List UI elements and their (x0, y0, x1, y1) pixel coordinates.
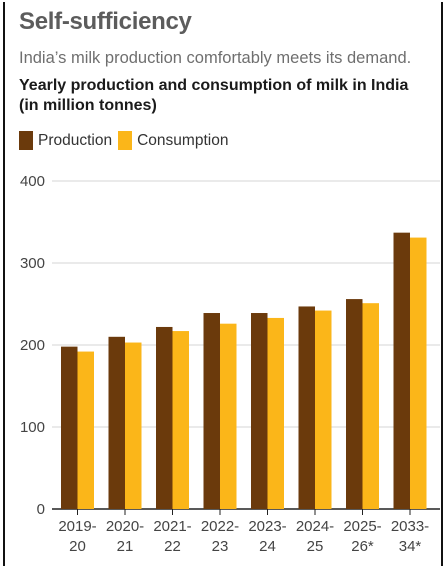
x-tick-label: 20 (69, 538, 86, 555)
x-tick-label: 25 (307, 538, 324, 555)
legend-swatch-production (19, 131, 33, 150)
y-tick-label: 100 (20, 419, 45, 436)
bar-consumption (220, 323, 237, 509)
y-tick-label: 0 (37, 501, 45, 518)
bar-production (156, 326, 173, 509)
x-tick-label: 34* (399, 538, 422, 555)
bar-consumption (315, 310, 332, 509)
x-tick-label: 2033- (391, 518, 429, 535)
bar-consumption (267, 317, 284, 509)
x-tick-label: 2019- (58, 518, 96, 535)
bar-consumption (172, 331, 189, 509)
x-tick-label: 22 (164, 538, 181, 555)
bar-consumption (125, 342, 142, 509)
y-tick-label: 400 (20, 173, 45, 190)
x-tick-label: 2024- (296, 518, 334, 535)
x-tick-label: 2025- (343, 518, 381, 535)
x-tick-label: 2021- (153, 518, 191, 535)
bar-production (251, 313, 268, 509)
legend-item-consumption: Consumption (118, 131, 228, 150)
x-tick-label: 2022- (201, 518, 239, 535)
page-subtitle: India’s milk production comfortably meet… (19, 49, 412, 67)
legend-swatch-consumption (118, 131, 133, 150)
x-tick-label: 2020- (106, 518, 144, 535)
bar-consumption (77, 351, 94, 509)
page-title: Self-sufficiency (19, 8, 192, 35)
legend-item-production: Production (19, 131, 112, 150)
chart-heading: Yearly production and consumption of mil… (19, 77, 409, 114)
bar-production (108, 336, 125, 509)
bar-production (61, 346, 78, 509)
y-tick-label: 200 (20, 337, 45, 354)
chart-legend: Production Consumption (19, 131, 234, 150)
chart-frame (3, 2, 443, 566)
x-tick-label: 24 (259, 538, 276, 555)
bar-consumption (410, 237, 427, 509)
legend-label-consumption: Consumption (137, 131, 229, 149)
x-tick-label: 26* (351, 538, 374, 555)
x-tick-label: 21 (117, 538, 134, 555)
legend-label-production: Production (38, 131, 113, 149)
bar-production (298, 306, 315, 509)
y-tick-label: 300 (20, 255, 45, 272)
bar-production (203, 313, 220, 509)
x-tick-label: 23 (212, 538, 229, 555)
bar-consumption (362, 303, 379, 509)
x-tick-label: 2023- (248, 518, 286, 535)
bar-production (393, 232, 410, 509)
bar-production (346, 299, 363, 509)
